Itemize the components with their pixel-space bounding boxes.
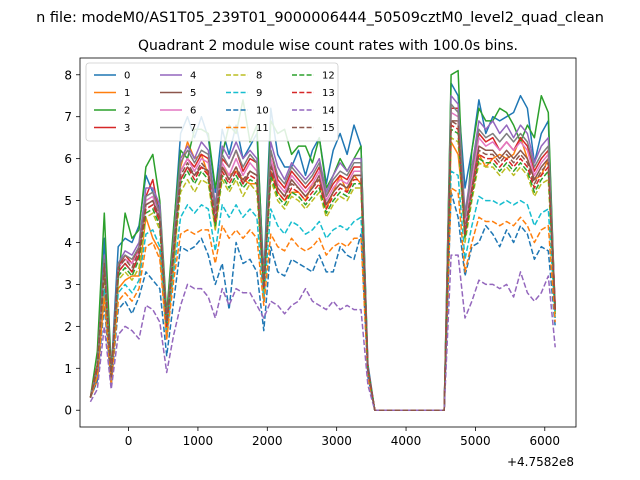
legend-label-12: 12: [322, 71, 335, 82]
y-tick-label: 6: [64, 152, 72, 166]
x-tick-label: 3000: [321, 434, 352, 448]
y-tick-label: 7: [64, 110, 72, 124]
series-layer: [89, 69, 556, 411]
series-line-14: [89, 254, 556, 411]
legend-label-13: 13: [322, 88, 335, 99]
y-tick-label: 1: [64, 362, 72, 376]
x-axis: 0 1000 2000 3000 4000 5000 6000: [125, 427, 560, 448]
series-line-9: [89, 170, 556, 411]
chart-title: Quadrant 2 module wise count rates with …: [138, 38, 518, 54]
legend-label-8: 8: [256, 71, 262, 82]
legend-label-4: 4: [190, 71, 196, 82]
series-line-2: [89, 69, 556, 411]
legend-label-11: 11: [256, 123, 269, 134]
y-tick-label: 0: [64, 404, 72, 418]
legend-label-2: 2: [124, 106, 130, 117]
x-tick-label: 6000: [530, 434, 561, 448]
x-tick-label: 4000: [391, 434, 422, 448]
legend-label-15: 15: [322, 123, 335, 134]
y-tick-label: 5: [64, 194, 72, 208]
figure-suptitle: n file: modeM0/AS1T05_239T01_9000006444_…: [36, 10, 604, 26]
x-tick-label: 2000: [252, 434, 283, 448]
series-line-12: [89, 128, 556, 411]
series-line-10: [89, 191, 556, 411]
legend-box: [85, 62, 339, 142]
legend-label-1: 1: [124, 88, 130, 99]
series-line-11: [89, 187, 556, 411]
legend-label-10: 10: [256, 106, 269, 117]
series-line-15: [89, 120, 556, 411]
legend-label-7: 7: [190, 123, 196, 134]
x-offset-label: +4.7582e8: [507, 455, 574, 469]
y-tick-label: 2: [64, 320, 72, 334]
legend-label-6: 6: [190, 106, 196, 117]
legend-label-14: 14: [322, 106, 335, 117]
y-tick-label: 3: [64, 278, 72, 292]
x-tick-label: 0: [125, 434, 133, 448]
legend-label-5: 5: [190, 88, 196, 99]
y-axis: 0 1 2 3 4 5 6 7 8: [64, 68, 80, 418]
legend-label-3: 3: [124, 123, 130, 134]
legend-label-9: 9: [256, 88, 262, 99]
x-tick-label: 1000: [183, 434, 214, 448]
y-tick-label: 8: [64, 68, 72, 82]
x-tick-label: 5000: [460, 434, 491, 448]
y-tick-label: 4: [64, 236, 72, 250]
series-line-13: [89, 124, 556, 411]
legend-label-0: 0: [124, 71, 130, 82]
